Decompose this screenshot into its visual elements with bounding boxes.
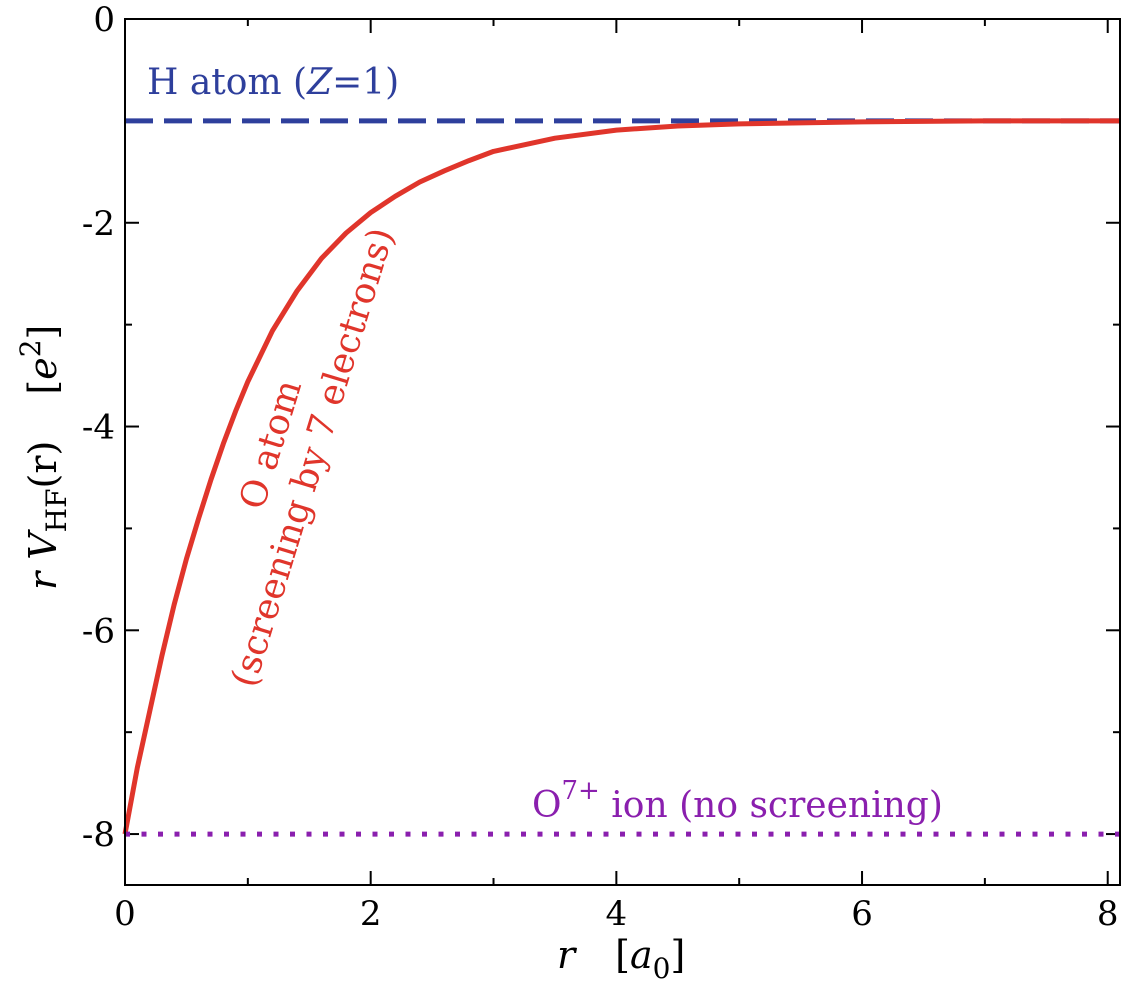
x-tick-label: 6: [851, 894, 873, 934]
x-axis-label: r [a0]: [557, 933, 685, 985]
y-tick-label: 0: [93, 0, 115, 40]
o-atom-series-line: [122, 118, 1120, 835]
ticks-layer: 0 2 4 6 8 0 -2 -4 -6 -8: [82, 0, 1120, 934]
y-tick-label: -2: [82, 204, 115, 244]
x-tick-label: 2: [360, 894, 382, 934]
o7-ion-label: O7+ ion (no screening): [532, 776, 943, 826]
series-layer: [122, 118, 1120, 837]
o-atom-label: O atom (screening by 7 electrons): [224, 223, 403, 692]
x-tick-label: 8: [1097, 894, 1119, 934]
x-tick-label: 0: [114, 894, 136, 934]
h-atom-label: H atom (Z=1): [147, 62, 399, 103]
x-tick-label: 4: [606, 894, 628, 934]
y-tick-label: -8: [82, 815, 115, 855]
y-tick-label: -6: [82, 611, 115, 651]
y-tick-label: -4: [82, 408, 115, 448]
y-axis-label: r VHF(r)[e2]: [14, 325, 73, 590]
plot-frame: [124, 18, 1121, 886]
